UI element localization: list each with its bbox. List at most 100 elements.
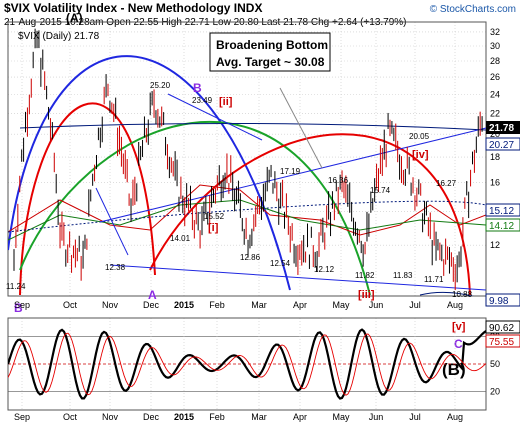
price-label: 16.27 (436, 179, 457, 188)
price-label: 20.05 (409, 132, 430, 141)
x-tick-label: Sep (14, 300, 30, 310)
price-tag-text: 9.98 (489, 296, 509, 307)
oscillator-signal-line (8, 332, 486, 396)
x-tick-label: Apr (293, 412, 307, 422)
wave-label: [iv] (412, 149, 429, 161)
price-tag (485, 137, 520, 151)
watermark: © StockCharts.com (430, 4, 516, 15)
price-label: 12.54 (270, 259, 291, 268)
annotation-line1: Broadening Bottom (216, 38, 328, 52)
x-tick-label: Feb (209, 300, 225, 310)
series-legend: $VIX (Daily) 21.78 (18, 31, 100, 42)
annotation-box (209, 32, 331, 72)
y-tick-label: 28 (490, 56, 500, 66)
ma-line (8, 184, 486, 236)
price-label: 23.49 (192, 96, 213, 105)
price-tag (485, 218, 520, 232)
price-label: 11.83 (393, 271, 413, 280)
y-tick-label: 16 (490, 178, 500, 188)
trend-lines (95, 87, 487, 291)
price-label: 15.74 (370, 186, 391, 195)
price-label: 11.24 (6, 282, 26, 291)
chart-title: $VIX Volatility Index - New Methodology … (4, 1, 262, 15)
price-label: 11.82 (355, 271, 375, 280)
cycle-arc (8, 55, 291, 291)
price-label: 14.01 (170, 234, 191, 243)
y-tick-label: 22 (490, 108, 500, 118)
y-tick-label: 20 (490, 129, 500, 139)
osc-tag (485, 320, 520, 334)
upper-trendline (99, 127, 487, 223)
annotation-line2: Avg. Target ~ 30.08 (216, 55, 325, 69)
price-tag-text: 14.12 (489, 221, 514, 232)
ma-line (8, 200, 486, 233)
right-tags: 21.78 20.27 15.12 14.12 9.98 (485, 121, 520, 307)
trendline (95, 187, 129, 256)
osc-tag (485, 334, 520, 348)
lower-x-axis: Sep Oct Nov Dec 2015 Feb Mar Apr May Jun Jul Aug (14, 412, 463, 422)
x-tick-label: Sep (14, 412, 30, 422)
cycle-arc (19, 102, 156, 296)
x-tick-label: Oct (63, 412, 78, 422)
wave-label: (A) (66, 11, 83, 25)
x-tick-label: Nov (102, 412, 119, 422)
y-tick-label: 30 (490, 41, 500, 51)
price-tag (485, 203, 520, 217)
y-tick-label: 32 (490, 27, 500, 37)
x-tick-label: Jul (409, 300, 421, 310)
trendline (167, 93, 263, 141)
x-tick-label: May (332, 412, 350, 422)
osc-tag-text: 75.55 (489, 337, 514, 348)
price-label: 10.88 (452, 290, 473, 299)
price-label: 16.36 (328, 176, 349, 185)
wave-label: [iii] (358, 289, 375, 301)
x-tick-label: Jun (369, 412, 384, 422)
price-label: 15.52 (204, 212, 225, 221)
x-tick-label: Aug (447, 412, 463, 422)
x-tick-label: 2015 (174, 412, 194, 422)
x-tick-label: May (332, 300, 350, 310)
y-tick-label: 12 (490, 240, 500, 250)
wave-label: [v] (452, 321, 466, 333)
cycle-arc (149, 133, 471, 296)
ma-line (419, 291, 474, 296)
x-tick-label: Jul (409, 412, 421, 422)
pointer-line (279, 87, 323, 169)
price-label: 11.71 (424, 275, 444, 284)
main-panel-frame (7, 21, 487, 297)
price-tag-text: 20.27 (489, 140, 514, 151)
oscillator (8, 328, 486, 400)
x-tick-label: Dec (143, 300, 160, 310)
last-price-tag-text: 21.78 (489, 123, 514, 134)
price-bars (13, 28, 483, 291)
oscillator-line (8, 328, 486, 400)
price-label: 12.38 (105, 263, 126, 272)
wave-label: B (193, 81, 202, 95)
price-tag-text: 15.12 (489, 206, 514, 217)
price-label: 25.20 (150, 81, 171, 90)
ma-line (8, 199, 486, 241)
wave-label: [ii] (219, 96, 233, 108)
price-label: 17.19 (280, 167, 301, 176)
price-label: 12.12 (314, 265, 335, 274)
x-tick-label: Mar (251, 300, 267, 310)
wave-label: A (148, 288, 157, 302)
x-tick-label: Mar (251, 412, 267, 422)
x-tick-label: Apr (293, 300, 307, 310)
x-tick-label: Nov (102, 300, 119, 310)
wave-label: C (454, 337, 463, 351)
ma-line (19, 122, 486, 131)
x-tick-label: Jun (369, 300, 384, 310)
lower-trendline (109, 264, 487, 291)
y-tick-label: 26 (490, 72, 500, 82)
osc-tag-text: 90.62 (489, 323, 514, 334)
last-price-tag (486, 121, 520, 134)
wave-label: B (14, 301, 23, 315)
x-tick-label: Feb (209, 412, 225, 422)
price-label: 12.86 (240, 253, 261, 262)
y-tick-label: 24 (490, 90, 500, 100)
wave-label: [i] (208, 222, 219, 234)
x-tick-label: Oct (63, 300, 78, 310)
